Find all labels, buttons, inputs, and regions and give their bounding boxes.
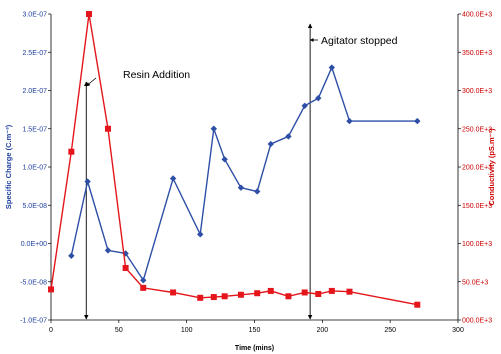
- data-point: [267, 140, 274, 148]
- data-point: [68, 252, 75, 259]
- y-tick-label: 0.0E+00: [21, 241, 47, 248]
- data-point: [210, 294, 217, 301]
- y-tick-label: 2.5E-07: [22, 50, 47, 57]
- data-point: [301, 102, 308, 109]
- data-point: [346, 117, 353, 125]
- data-point: [267, 287, 274, 294]
- annotations: Resin Addition Agitator stopped: [84, 23, 398, 320]
- y-axis-title: Specific Charge (C.m⁻³): [4, 124, 13, 209]
- data-point: [254, 188, 261, 195]
- data-point: [104, 247, 112, 254]
- y-tick-label: 3.0E-07: [22, 12, 47, 19]
- resin-addition-label: Resin Addition: [123, 69, 190, 81]
- data-point: [285, 293, 292, 300]
- x-tick-label: 200: [316, 327, 328, 334]
- data-point: [221, 156, 228, 163]
- data-point: [414, 117, 421, 125]
- y-tick-label: 1.0E-07: [22, 165, 47, 172]
- y2-axis-title: Conductivity (pS.m⁻¹): [487, 128, 496, 206]
- axis-labels: -1.0E-07 -5.0E-08 0.0E+00 5.0E-08 1.0E-07 1.5…: [4, 12, 496, 353]
- x-tick-label: 50: [115, 327, 123, 334]
- y2-tick-label: 100.0E+3: [462, 241, 492, 248]
- data-point: [170, 289, 177, 296]
- agitator-stopped-label: Agitator stopped: [321, 35, 398, 47]
- x-tick-label: 150: [249, 327, 261, 334]
- x-tick-label: 300: [452, 327, 464, 334]
- data-point: [328, 64, 336, 71]
- data-point: [315, 94, 322, 102]
- data-point: [237, 184, 245, 191]
- y2-tick-label: 300.0E+3: [462, 88, 492, 95]
- y-tick-label: 1.5E-07: [22, 126, 47, 133]
- data-point: [140, 284, 147, 291]
- series-line: [50, 13, 418, 306]
- data-point: [315, 290, 322, 297]
- y-tick-label: -5.0E-08: [20, 279, 47, 286]
- y-tick-label: 2.0E-07: [22, 88, 47, 95]
- data-point: [140, 277, 147, 284]
- data-point: [210, 125, 217, 132]
- y-tick-label: -1.0E-07: [20, 318, 47, 325]
- data-point: [328, 287, 335, 294]
- data-point: [169, 175, 177, 182]
- resin-addition-pointer: [85, 77, 97, 87]
- x-tick-label: 100: [181, 327, 193, 334]
- y2-tick-label: 400.0E+3: [462, 12, 492, 19]
- y2-tick-label: 350.0E+3: [462, 50, 492, 57]
- y2-tick-label: 150.0E+3: [462, 203, 492, 210]
- data-point: [85, 11, 92, 17]
- series-specific-charge: [68, 64, 421, 284]
- axes: [48, 13, 461, 323]
- y2-tick-label: 200.0E+3: [462, 165, 492, 172]
- data-point: [68, 148, 75, 155]
- data-point: [122, 264, 129, 271]
- data-point: [285, 133, 292, 140]
- y-tick-label: 5.0E-08: [22, 203, 47, 210]
- data-point: [254, 290, 261, 297]
- data-point: [301, 289, 308, 296]
- series-conductivity: [48, 11, 421, 308]
- data-point: [48, 286, 54, 293]
- data-point: [221, 293, 228, 300]
- data-point: [197, 294, 204, 301]
- data-point: [414, 301, 421, 308]
- x-tick-label: 250: [384, 327, 396, 334]
- data-point: [197, 231, 204, 238]
- y2-tick-label: 000.0E+3: [462, 318, 492, 325]
- x-tick-label: 0: [49, 327, 53, 334]
- y2-tick-label: 50.0E+3: [462, 279, 488, 286]
- series-line: [70, 65, 418, 282]
- data-point: [84, 178, 91, 185]
- y2-tick-label: 250.0E+3: [462, 126, 492, 133]
- data-point: [346, 288, 353, 295]
- data-point: [237, 291, 244, 298]
- data-point: [104, 125, 111, 132]
- series: [48, 11, 421, 308]
- x-axis-title: Time (mins): [235, 345, 274, 352]
